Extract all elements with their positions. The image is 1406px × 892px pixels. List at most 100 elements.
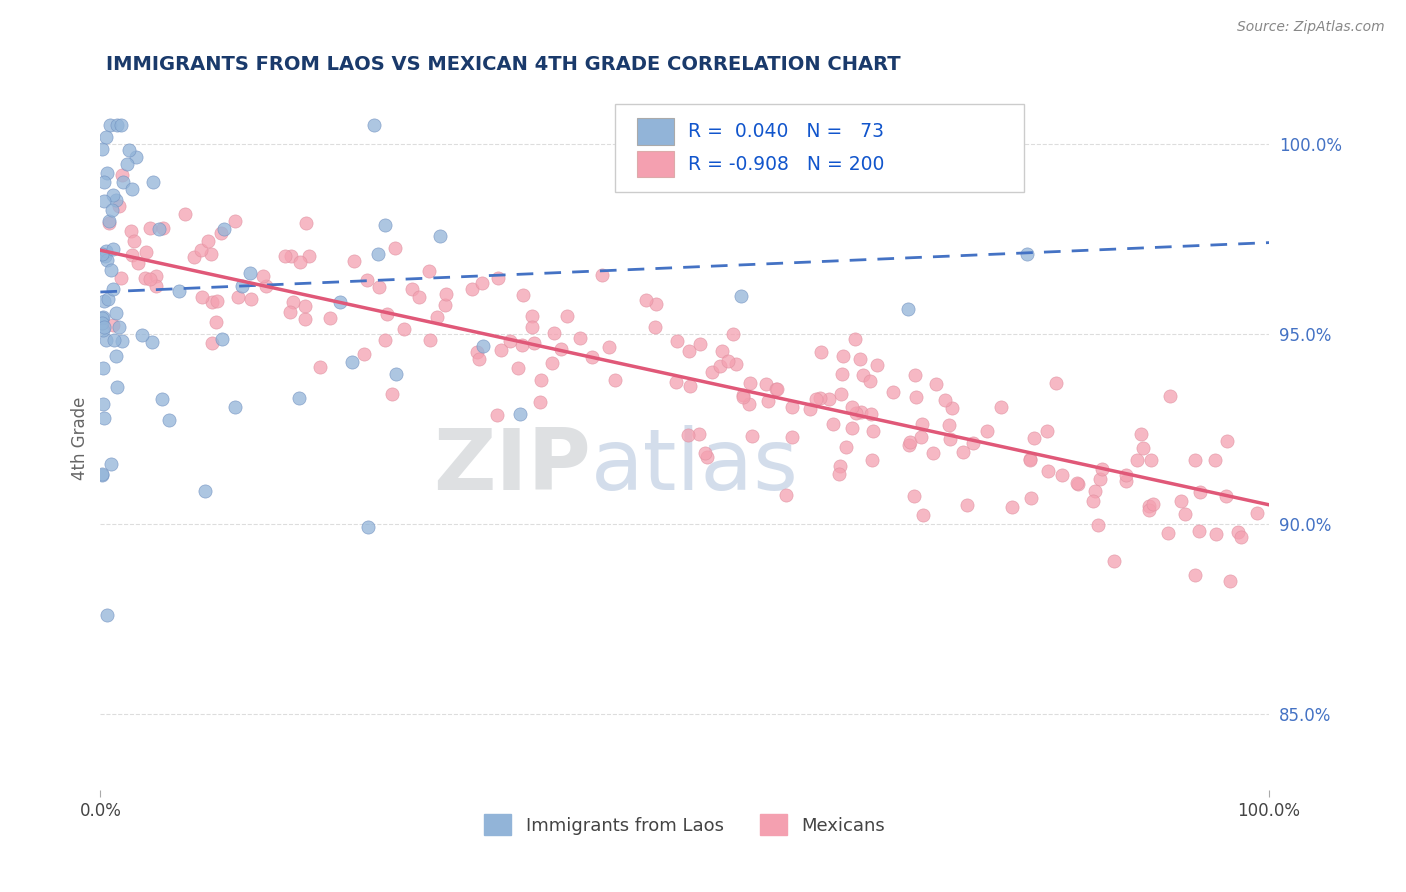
- Point: [1084, 484, 1107, 499]
- Point: [844, 332, 866, 346]
- Point: [97, 214, 120, 228]
- Point: [862, 424, 884, 438]
- Point: [384, 241, 406, 255]
- Point: [541, 356, 564, 370]
- Point: [1246, 506, 1268, 520]
- Point: [1142, 497, 1164, 511]
- Point: [90, 468, 112, 483]
- Point: [591, 268, 613, 282]
- Point: [93, 294, 115, 309]
- Point: [849, 352, 872, 367]
- Y-axis label: 4th Grade: 4th Grade: [72, 397, 89, 480]
- Point: [741, 429, 763, 443]
- Point: [740, 376, 762, 390]
- Point: [205, 294, 228, 309]
- Point: [845, 406, 868, 420]
- Point: [717, 353, 740, 368]
- Point: [1129, 427, 1152, 442]
- Point: [157, 412, 180, 426]
- Point: [877, 158, 900, 172]
- Point: [509, 407, 531, 421]
- Point: [374, 218, 396, 232]
- Text: ZIP: ZIP: [433, 425, 591, 508]
- Point: [363, 118, 385, 132]
- Point: [1188, 524, 1211, 538]
- Point: [897, 302, 920, 317]
- Point: [117, 157, 139, 171]
- Point: [882, 385, 904, 400]
- Point: [568, 331, 591, 345]
- Point: [738, 397, 761, 411]
- Point: [120, 224, 142, 238]
- Text: R = -0.908   N = 200: R = -0.908 N = 200: [688, 154, 884, 174]
- Point: [689, 336, 711, 351]
- Point: [910, 430, 932, 444]
- Point: [105, 118, 128, 132]
- Point: [780, 430, 803, 444]
- Point: [209, 226, 232, 240]
- Point: [557, 309, 579, 323]
- Point: [434, 286, 457, 301]
- Point: [934, 392, 956, 407]
- Point: [938, 432, 960, 446]
- Point: [634, 293, 657, 307]
- Point: [835, 440, 858, 454]
- Point: [903, 489, 925, 503]
- Point: [693, 445, 716, 459]
- Point: [131, 328, 153, 343]
- Point: [278, 305, 301, 319]
- Point: [96, 166, 118, 180]
- Point: [1045, 376, 1067, 391]
- Point: [922, 446, 945, 460]
- Point: [1083, 493, 1105, 508]
- Point: [499, 334, 522, 348]
- Point: [93, 175, 115, 189]
- Point: [419, 333, 441, 347]
- Point: [201, 335, 224, 350]
- Point: [1036, 464, 1059, 478]
- Point: [925, 377, 948, 392]
- FancyBboxPatch shape: [614, 104, 1024, 193]
- Point: [1102, 554, 1125, 568]
- Point: [831, 367, 853, 381]
- Point: [676, 428, 699, 442]
- Legend: Immigrants from Laos, Mexicans: Immigrants from Laos, Mexicans: [477, 807, 893, 843]
- Point: [765, 382, 787, 396]
- Point: [1215, 489, 1237, 503]
- Point: [828, 467, 851, 482]
- Point: [550, 343, 572, 357]
- Point: [103, 318, 125, 333]
- Point: [543, 326, 565, 340]
- Point: [904, 390, 927, 404]
- Point: [287, 392, 309, 406]
- Point: [1230, 530, 1253, 544]
- Point: [169, 284, 191, 298]
- Point: [976, 424, 998, 438]
- Text: R =  0.040   N =   73: R = 0.040 N = 73: [688, 122, 884, 141]
- Point: [190, 244, 212, 258]
- Point: [766, 382, 789, 396]
- Point: [810, 345, 832, 359]
- Point: [145, 279, 167, 293]
- Point: [290, 255, 312, 269]
- Point: [121, 182, 143, 196]
- Point: [1205, 527, 1227, 541]
- Point: [224, 214, 246, 228]
- Point: [201, 294, 224, 309]
- Point: [110, 118, 132, 132]
- Point: [343, 253, 366, 268]
- Point: [122, 234, 145, 248]
- Point: [911, 417, 934, 432]
- Point: [1019, 451, 1042, 466]
- Point: [688, 427, 710, 442]
- Point: [1050, 468, 1073, 483]
- Point: [121, 247, 143, 261]
- Point: [100, 457, 122, 471]
- Point: [401, 282, 423, 296]
- Point: [142, 175, 165, 189]
- Text: atlas: atlas: [591, 425, 799, 508]
- Point: [818, 392, 841, 407]
- Point: [135, 245, 157, 260]
- Point: [512, 288, 534, 302]
- Point: [252, 269, 274, 284]
